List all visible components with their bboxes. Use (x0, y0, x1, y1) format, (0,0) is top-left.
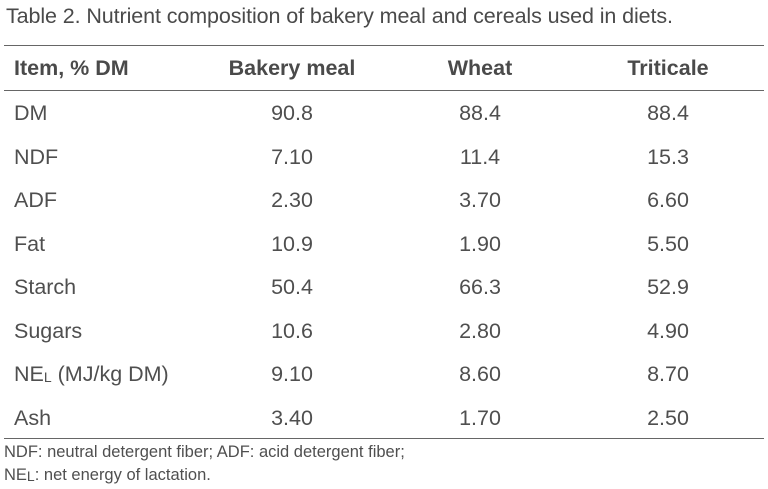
cell-wheat: 66.3 (459, 275, 501, 299)
table-bottom-rule (4, 438, 764, 439)
table-row: Sugars 10.6 2.80 4.90 (0, 309, 768, 353)
table-row: NDF 7.10 11.4 15.3 (0, 135, 768, 179)
cell-triticale: 6.60 (647, 188, 689, 212)
header-triticale: Triticale (627, 56, 709, 80)
table-row: Starch 50.4 66.3 52.9 (0, 265, 768, 309)
cell-bakery-meal: 7.10 (271, 144, 313, 169)
footnote-nel-abbrev: NE (4, 466, 27, 484)
row-item-label: Ash (14, 396, 51, 440)
row-item-label: Fat (14, 222, 45, 266)
cell-wheat: 11.4 (459, 144, 501, 169)
cell-triticale: 5.50 (647, 231, 689, 256)
row-item-name: Sugars (14, 318, 83, 343)
row-item-label: NEL (MJ/kg DM) (14, 352, 169, 396)
cell-bakery-meal: 90.8 (271, 101, 313, 125)
row-item-name: ADF (14, 188, 57, 212)
row-item-label: Starch (14, 265, 76, 309)
footnote-nel-text: : net energy of lactation. (34, 466, 211, 484)
table-caption: Table 2. Nutrient composition of bakery … (6, 4, 673, 28)
table-row: Fat 10.9 1.90 5.50 (0, 222, 768, 266)
row-item-label: Sugars (14, 309, 82, 353)
table-header-rule (4, 90, 764, 91)
row-item-name: Ash (14, 405, 52, 430)
cell-bakery-meal: 10.9 (271, 231, 313, 256)
row-item-name: NE (14, 362, 44, 386)
cell-wheat: 8.60 (459, 362, 501, 386)
cell-bakery-meal: 2.30 (271, 188, 313, 212)
cell-triticale: 8.70 (647, 362, 689, 386)
cell-bakery-meal: 3.40 (271, 405, 313, 430)
header-bakery-meal: Bakery meal (228, 56, 356, 80)
table-top-rule (4, 45, 764, 46)
cell-wheat: 2.80 (459, 318, 501, 343)
cell-wheat: 1.90 (459, 231, 501, 256)
table-row: NEL (MJ/kg DM) 9.10 8.60 8.70 (0, 352, 768, 396)
footnote-abbreviations: NDF: neutral detergent fiber; ADF: acid … (4, 443, 405, 461)
footnote-nel: NEL: net energy of lactation. (4, 466, 211, 485)
cell-wheat: 3.70 (459, 188, 501, 212)
cell-wheat: 1.70 (459, 405, 501, 430)
row-item-name: Starch (14, 275, 77, 299)
row-item-label: DM (14, 91, 47, 135)
cell-wheat: 88.4 (459, 101, 501, 125)
header-item: Item, % DM (14, 56, 129, 80)
table-row: DM 90.8 88.4 88.4 (0, 91, 768, 135)
row-item-subscript: L (43, 369, 52, 385)
row-item-label: ADF (14, 178, 57, 222)
row-item-name: NDF (14, 144, 59, 169)
cell-triticale: 2.50 (647, 405, 689, 430)
footnote-nel-subscript: L (26, 468, 35, 484)
cell-triticale: 4.90 (647, 318, 689, 343)
cell-bakery-meal: 50.4 (271, 275, 313, 299)
table-header-row: Item, % DM Bakery meal Wheat Triticale (0, 46, 768, 90)
row-item-name: DM (14, 101, 48, 125)
header-wheat: Wheat (447, 56, 513, 80)
cell-bakery-meal: 9.10 (271, 362, 313, 386)
row-item-name: Fat (14, 231, 46, 256)
row-item-unit: (MJ/kg DM) (51, 362, 169, 386)
cell-triticale: 52.9 (647, 275, 689, 299)
cell-bakery-meal: 10.6 (271, 318, 313, 343)
table-row: ADF 2.30 3.70 6.60 (0, 178, 768, 222)
row-item-label: NDF (14, 135, 58, 179)
table-row: Ash 3.40 1.70 2.50 (0, 396, 768, 440)
cell-triticale: 88.4 (647, 101, 689, 125)
cell-triticale: 15.3 (647, 144, 689, 169)
